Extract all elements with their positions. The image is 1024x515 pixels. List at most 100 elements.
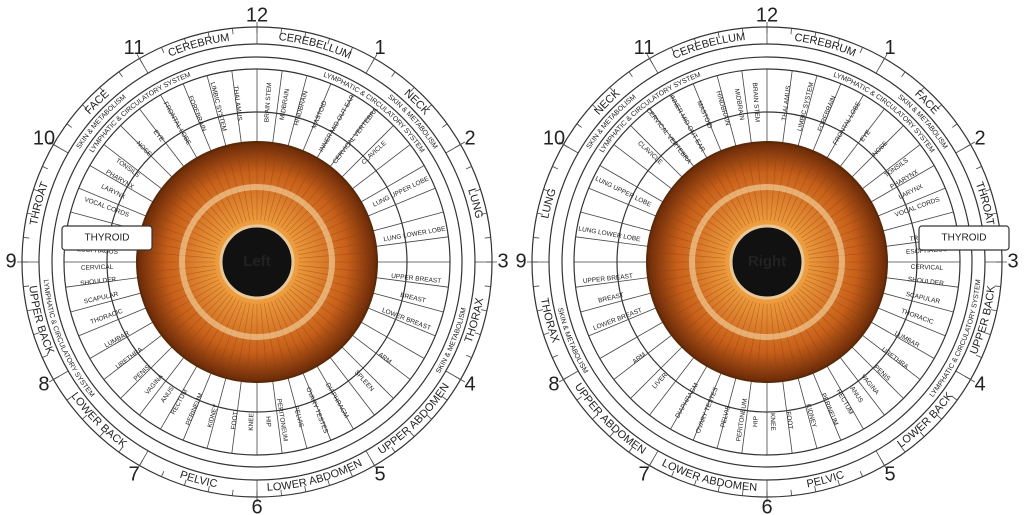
tick — [466, 166, 472, 170]
iris-fiber — [291, 194, 354, 239]
tick — [409, 431, 415, 437]
tick — [563, 376, 569, 380]
tick — [717, 32, 720, 39]
iris-fiber — [807, 231, 882, 252]
iris-fiber — [808, 241, 884, 256]
iris-fiber — [798, 185, 858, 236]
iris-fiber — [180, 171, 231, 231]
iris-fiber — [652, 231, 727, 252]
iris-fiber — [160, 285, 223, 330]
region-label: LOWER ABDOMEN — [660, 457, 758, 494]
clock-number: 9 — [5, 250, 16, 272]
tick — [82, 104, 88, 110]
tick — [99, 431, 105, 437]
organ-divider — [861, 334, 921, 380]
tick — [990, 309, 997, 312]
organ-divider — [575, 236, 649, 247]
iris-fiber — [293, 202, 360, 242]
region-label: LOWER BACK — [895, 390, 956, 451]
organ-divider — [812, 372, 842, 441]
organ-label: BRAIN STEM — [751, 82, 761, 122]
organ-divider — [782, 70, 793, 144]
clock-number: 6 — [761, 496, 772, 515]
organ-divider — [139, 108, 185, 168]
organ-label: KNEE — [248, 412, 256, 431]
tick — [442, 123, 448, 128]
organ-divider — [316, 365, 354, 430]
organ-label: DIAPHRAGM — [324, 382, 350, 420]
tick — [161, 47, 165, 53]
center-label: Left — [243, 253, 271, 270]
organ-divider — [839, 356, 885, 416]
organ-label: PENIS — [872, 364, 891, 383]
iris-fiber — [796, 291, 851, 346]
organ-divider — [882, 292, 954, 313]
clock-number: 1 — [884, 37, 895, 59]
tick — [742, 28, 744, 35]
organ-label: LUNG UPPER LOBE — [594, 175, 653, 209]
organ-divider — [287, 75, 308, 147]
organ-label: LUNG LOWER LOBE — [578, 226, 642, 244]
tick — [207, 32, 210, 39]
tick — [232, 28, 234, 35]
organ-divider — [851, 125, 904, 178]
organ-label: THALAMUS — [781, 85, 792, 122]
tick — [161, 471, 165, 477]
iris-fiber — [716, 299, 750, 370]
tick — [965, 144, 971, 148]
iris-fiber — [793, 171, 844, 231]
iris-fiber — [246, 303, 254, 380]
iris-fiber — [690, 293, 741, 353]
organ-divider — [182, 83, 212, 152]
organ-divider — [351, 144, 411, 190]
tick — [371, 58, 375, 64]
tick — [455, 376, 461, 380]
iris-fiber — [267, 302, 288, 377]
iris-fiber — [801, 194, 864, 239]
organ-divider — [160, 365, 198, 430]
iris-fiber — [271, 301, 298, 373]
tick — [552, 354, 558, 358]
organ-divider — [65, 277, 139, 288]
organ-divider — [78, 307, 147, 337]
iris-fiber — [283, 171, 334, 231]
tick — [609, 87, 615, 93]
system-label: SKIN & METABOLISM — [435, 307, 468, 375]
tick — [814, 485, 817, 492]
iris-fiber — [777, 147, 798, 222]
iris-fiber — [206, 154, 240, 225]
tick — [53, 376, 59, 380]
region-label: CEREBRUM — [166, 32, 230, 60]
organ-divider — [329, 108, 375, 168]
clock-number: 8 — [548, 373, 559, 395]
tick — [859, 47, 863, 53]
iris-fiber — [277, 159, 317, 226]
organ-divider — [782, 380, 793, 454]
organ-label: EYE — [152, 129, 166, 144]
iris-fiber — [796, 178, 851, 233]
clock-number: 12 — [756, 4, 778, 26]
tick — [99, 87, 105, 93]
tick — [717, 485, 720, 492]
tick — [543, 189, 550, 192]
organ-divider — [599, 165, 664, 203]
organ-divider — [287, 377, 308, 449]
iris-fiber — [140, 241, 216, 256]
organ-divider — [360, 165, 425, 203]
organ-label: LUNG UPPER LOBE — [372, 175, 431, 209]
tick — [552, 166, 558, 170]
tick — [118, 71, 123, 77]
tick — [474, 332, 481, 335]
organ-divider — [302, 372, 332, 441]
tick — [984, 189, 991, 192]
organ-divider — [341, 125, 394, 178]
tick — [42, 166, 48, 170]
tick — [484, 285, 491, 287]
organ-label: LIVER — [651, 372, 669, 391]
tick — [304, 32, 307, 39]
organ-label: ANUS — [160, 385, 176, 404]
organ-divider — [70, 292, 142, 313]
clock-number: 11 — [124, 37, 145, 59]
organ-label: SHOULDER — [907, 276, 944, 287]
iris-fiber — [699, 296, 744, 359]
